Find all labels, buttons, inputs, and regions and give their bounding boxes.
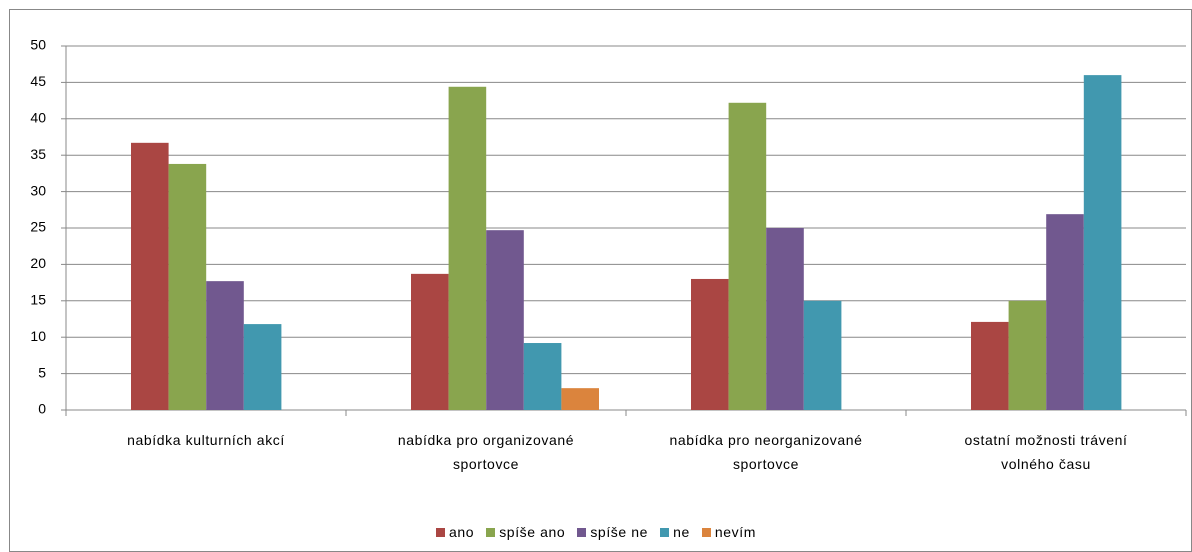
bar	[971, 321, 1009, 410]
y-tick-label: 40	[30, 110, 46, 126]
y-tick-label: 10	[30, 328, 46, 344]
legend-label: spíše ano	[499, 524, 566, 540]
bar	[1008, 300, 1047, 410]
bar	[1046, 214, 1084, 410]
chart-frame	[9, 9, 1192, 552]
legend-swatch	[660, 527, 670, 537]
legend-swatch	[436, 527, 446, 537]
y-tick-label: 45	[30, 73, 46, 89]
legend-item: ano	[436, 524, 474, 540]
legend-label: ne	[673, 524, 690, 540]
bar	[243, 324, 282, 410]
bar	[561, 388, 599, 410]
y-tick-label: 0	[38, 401, 46, 417]
x-tick-label: nabídka pro organizované sportovce	[397, 432, 575, 472]
legend: ano spíše ano spíše ne ne nevím	[0, 524, 1192, 540]
legend-item: spíše ano	[486, 524, 565, 540]
legend-label: ano	[449, 524, 475, 540]
x-tick-label: nabídka pro neorganizované sportovce	[669, 432, 863, 472]
bar	[691, 278, 729, 410]
bar	[206, 281, 244, 410]
bar	[523, 343, 562, 410]
y-tick-label: 30	[30, 182, 46, 198]
y-tick-label: 15	[30, 292, 46, 308]
legend-item: spíše ne	[577, 524, 648, 540]
bar	[411, 273, 449, 410]
x-tick-label: ostatní možnosti trávení volného času	[964, 432, 1128, 472]
legend-swatch	[577, 527, 587, 537]
legend-swatch	[486, 527, 496, 537]
bar	[448, 86, 487, 410]
legend-item: nevím	[701, 524, 756, 540]
y-tick-label: 5	[38, 364, 46, 380]
bar	[131, 142, 169, 410]
y-tick-label: 20	[30, 255, 46, 271]
bar	[803, 300, 842, 410]
legend-label: spíše ne	[590, 524, 649, 540]
bar	[766, 228, 804, 410]
y-tick-label: 35	[30, 146, 46, 162]
legend-item: ne	[660, 524, 690, 540]
bar	[168, 163, 207, 410]
legend-swatch	[701, 527, 711, 537]
x-tick-label: nabídka kulturních akcí	[127, 432, 285, 448]
bar	[728, 102, 767, 410]
bar	[486, 230, 524, 410]
bar	[1083, 75, 1122, 411]
y-tick-label: 50	[30, 37, 46, 53]
y-tick-label: 25	[30, 219, 46, 235]
legend-label: nevím	[714, 524, 756, 540]
